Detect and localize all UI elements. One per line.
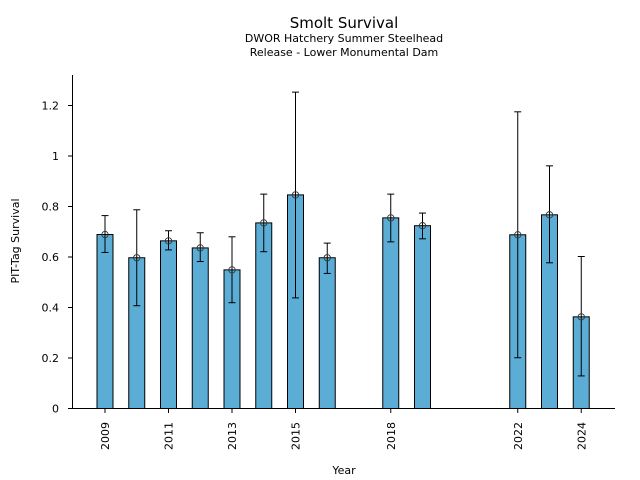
x-axis-label: Year — [331, 464, 356, 477]
chart-subtitle-line-1: DWOR Hatchery Summer Steelhead — [245, 32, 443, 45]
error-bar-2014 — [260, 193, 268, 253]
error-bar-2015 — [292, 91, 299, 299]
markers-layer — [101, 191, 585, 321]
bar-2009 — [96, 234, 114, 409]
y-ticks: 0 0.2 0.4 0.6 0.8 1 1.2 — [42, 100, 73, 416]
y-tick-label: 0.8 — [42, 201, 60, 214]
value-marker-2014 — [260, 219, 268, 227]
error-bar-2012 — [196, 232, 204, 263]
bar-2011 — [160, 240, 177, 409]
value-marker-2023 — [545, 211, 554, 219]
value-marker-2019 — [418, 222, 427, 230]
x-ticks: 2009 2011 2013 2015 2018 2022 2024 — [99, 408, 588, 450]
value-marker-2013 — [228, 266, 236, 274]
error-bar-2011 — [165, 230, 172, 251]
x-tick-label: 2018 — [385, 422, 398, 450]
y-tick-label: 1.2 — [42, 100, 60, 113]
y-tick-label: 0.2 — [42, 352, 60, 365]
y-tick-label: 0 — [52, 403, 59, 416]
value-marker-2016 — [323, 254, 331, 262]
chart-subtitle-line-2: Release - Lower Monumental Dam — [250, 46, 439, 59]
x-tick-label: 2011 — [163, 422, 176, 450]
y-axis-label: PIT-Tag Survival — [9, 198, 22, 283]
error-bar-2016 — [323, 242, 331, 274]
value-marker-2010 — [133, 254, 141, 262]
error-bar-2010 — [133, 209, 141, 307]
chart-title: Smolt Survival — [290, 14, 399, 32]
error-bar-2023 — [546, 165, 553, 264]
y-tick-label: 1 — [52, 150, 59, 163]
error-bar-2022 — [514, 111, 522, 359]
x-tick-label: 2013 — [226, 422, 239, 450]
value-marker-2015 — [291, 191, 300, 199]
bar-2016 — [318, 257, 336, 410]
error-bar-2019 — [419, 212, 426, 240]
value-marker-2022 — [514, 231, 522, 239]
y-tick-label: 0.6 — [42, 251, 60, 264]
x-tick-label: 2015 — [290, 422, 303, 450]
error-bar-2013 — [228, 236, 236, 304]
value-marker-2018 — [387, 214, 395, 222]
error-bar-2018 — [387, 193, 395, 243]
bar-2018 — [382, 217, 400, 409]
value-marker-2024 — [577, 313, 585, 321]
y-tick-label: 0.4 — [42, 302, 60, 315]
x-tick-label: 2009 — [99, 422, 112, 450]
error-bars-layer — [101, 91, 585, 377]
error-bar-2024 — [577, 255, 585, 377]
value-marker-2011 — [164, 237, 173, 245]
x-tick-label: 2022 — [512, 422, 525, 450]
bar-2012 — [191, 247, 209, 409]
value-marker-2009 — [101, 230, 109, 239]
bars-layer — [96, 194, 590, 410]
error-bar-2009 — [101, 215, 109, 253]
value-marker-2012 — [196, 244, 204, 252]
bar-2019 — [414, 225, 431, 409]
x-tick-label: 2024 — [575, 422, 588, 450]
